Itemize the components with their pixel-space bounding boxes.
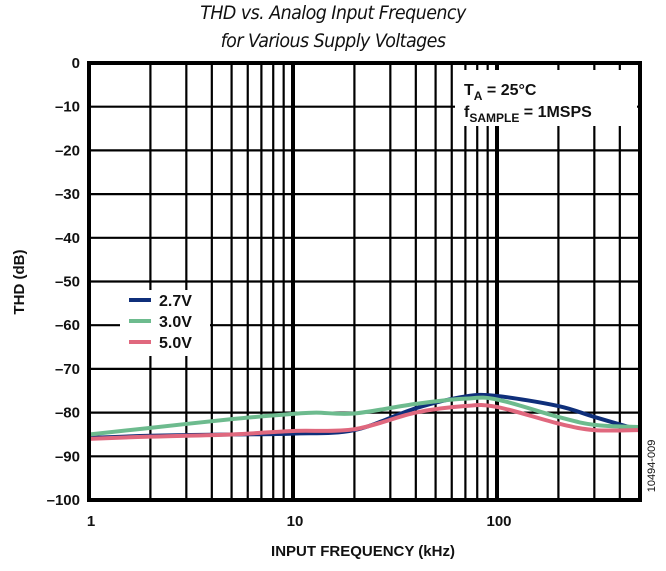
chart-subtitle: for Various Supply Voltages	[220, 30, 446, 52]
figure-id: 10494-009	[646, 440, 658, 493]
y-tick-label: –60	[55, 317, 80, 334]
curves	[87, 392, 642, 441]
chart-title: THD vs. Analog Input Frequency	[200, 2, 466, 24]
y-axis-label: THD (dB)	[11, 250, 28, 315]
legend-label: 5.0V	[159, 335, 192, 352]
y-tick-label: –80	[55, 405, 80, 422]
ambient-temperature-label: TA = 25°C	[464, 82, 537, 103]
y-tick-label: –100	[47, 492, 80, 509]
y-tick-label: –50	[55, 274, 80, 291]
sample-rate-label: fSAMPLE = 1MSPS	[464, 104, 592, 125]
legend-label: 2.7V	[159, 293, 192, 310]
y-tick-label: –10	[55, 99, 80, 116]
x-axis-label: INPUT FREQUENCY (kHz)	[271, 543, 455, 560]
series-line-5.0V	[87, 403, 642, 441]
x-tick-label: 10	[287, 513, 304, 530]
x-tick-label: 100	[486, 513, 511, 530]
y-tick-labels: 0 –10 –20 –30 –40 –50 –60 –70 –80 –90 –100	[47, 55, 80, 509]
plot-border	[87, 61, 642, 502]
annotation-background	[455, 70, 637, 126]
legend-label: 3.0V	[159, 314, 192, 331]
y-tick-label: –30	[55, 186, 80, 203]
plot-frame	[87, 61, 642, 502]
y-tick-label: –20	[55, 142, 80, 159]
x-tick-label: 1	[87, 513, 95, 530]
y-tick-label: –90	[55, 448, 80, 465]
legend: 2.7V 3.0V 5.0V	[129, 293, 192, 352]
y-tick-label: –70	[55, 361, 80, 378]
y-tick-label: 0	[72, 55, 80, 72]
y-tick-label: –40	[55, 230, 80, 247]
series-line-3.0V	[87, 395, 642, 437]
x-tick-labels: 1 10 100	[87, 513, 512, 530]
